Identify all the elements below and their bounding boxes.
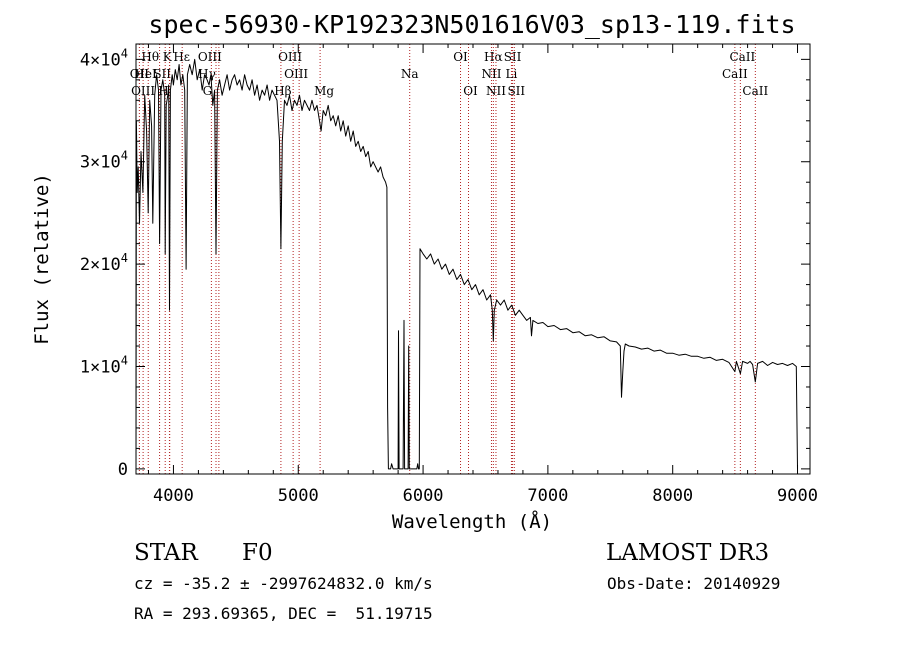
line-marker-label: CaII: [729, 50, 755, 64]
object-class: STAR: [134, 540, 198, 566]
x-tick-label: 4000: [153, 486, 194, 506]
spectrum-series: [136, 58, 798, 470]
line-marker-label: OIII: [278, 50, 302, 64]
line-marker-label: OIII: [198, 50, 222, 64]
line-marker-label: CaII: [742, 84, 768, 98]
line-marker-label: Mg: [314, 84, 334, 98]
y-tick-exponent: 4: [121, 354, 128, 368]
y-tick-label: 1×104: [80, 354, 128, 378]
survey-name: LAMOST DR3: [606, 540, 769, 566]
line-marker-label: SII: [504, 50, 522, 64]
y-tick-mantissa: 1×10: [80, 358, 121, 378]
y-tick-label: 0: [118, 460, 128, 480]
line-markers: HθOIIOIIIKHεHeISIIHOIIIHγGOIIIOIIIHβMgNa…: [130, 44, 768, 474]
y-tick-mantissa: 0: [118, 460, 128, 480]
x-tick-label: 9000: [777, 486, 818, 506]
x-tick-label: 8000: [652, 486, 693, 506]
line-marker-label: CaII: [722, 67, 748, 81]
y-tick-mantissa: 4×10: [80, 50, 121, 70]
line-marker-label: Na: [401, 67, 419, 81]
spectrum-line: [136, 58, 798, 470]
line-marker-label: H: [158, 84, 168, 98]
line-marker-label: Hα: [484, 50, 503, 64]
chart-title: spec-56930-KP192323N501616V03_sp13-119.f…: [148, 10, 795, 39]
line-marker-label: OI: [453, 50, 468, 64]
redshift-text: cz = -35.2 ± -2997624832.0 km/s: [134, 574, 433, 593]
y-tick-exponent: 4: [121, 251, 128, 265]
y-axis-label: Flux (relative): [31, 173, 53, 345]
y-tick-label: 4×104: [80, 46, 128, 70]
coordinates-text: RA = 293.69365, DEC = 51.19715: [134, 604, 433, 623]
y-tick-label: 3×104: [80, 149, 128, 173]
y-tick-exponent: 4: [121, 46, 128, 60]
line-marker-label: OI: [463, 84, 478, 98]
obs-date-text: Obs-Date: 20140929: [607, 574, 780, 593]
line-marker-label: G: [203, 84, 213, 98]
x-tick-label: 6000: [403, 486, 444, 506]
object-subclass: F0: [242, 540, 273, 566]
line-marker-label: SII: [507, 84, 525, 98]
y-tick-mantissa: 2×10: [80, 255, 121, 275]
x-axis-label: Wavelength (Å): [392, 510, 552, 533]
y-tick-mantissa: 3×10: [80, 153, 121, 173]
line-marker-label: OIII: [131, 84, 155, 98]
line-marker-label: Hθ: [141, 50, 159, 64]
x-tick-label: 5000: [278, 486, 319, 506]
line-marker-label: NII: [481, 67, 501, 81]
line-marker-label: OII: [130, 67, 150, 81]
line-marker-label: NII: [486, 84, 506, 98]
line-marker-label: Hβ: [274, 84, 291, 98]
line-marker-label: Li: [506, 67, 518, 81]
plot-frame: [135, 43, 811, 475]
y-tick-label: 2×104: [80, 251, 128, 275]
line-marker-label: HeI: [134, 67, 157, 81]
line-marker-label: K: [163, 50, 173, 64]
line-marker-label: OIII: [284, 67, 308, 81]
x-tick-label: 7000: [527, 486, 568, 506]
x-axis: 4000 5000 6000 7000 8000 9000: [147, 44, 818, 506]
y-tick-exponent: 4: [121, 149, 128, 163]
line-marker-label: SII: [153, 67, 171, 81]
